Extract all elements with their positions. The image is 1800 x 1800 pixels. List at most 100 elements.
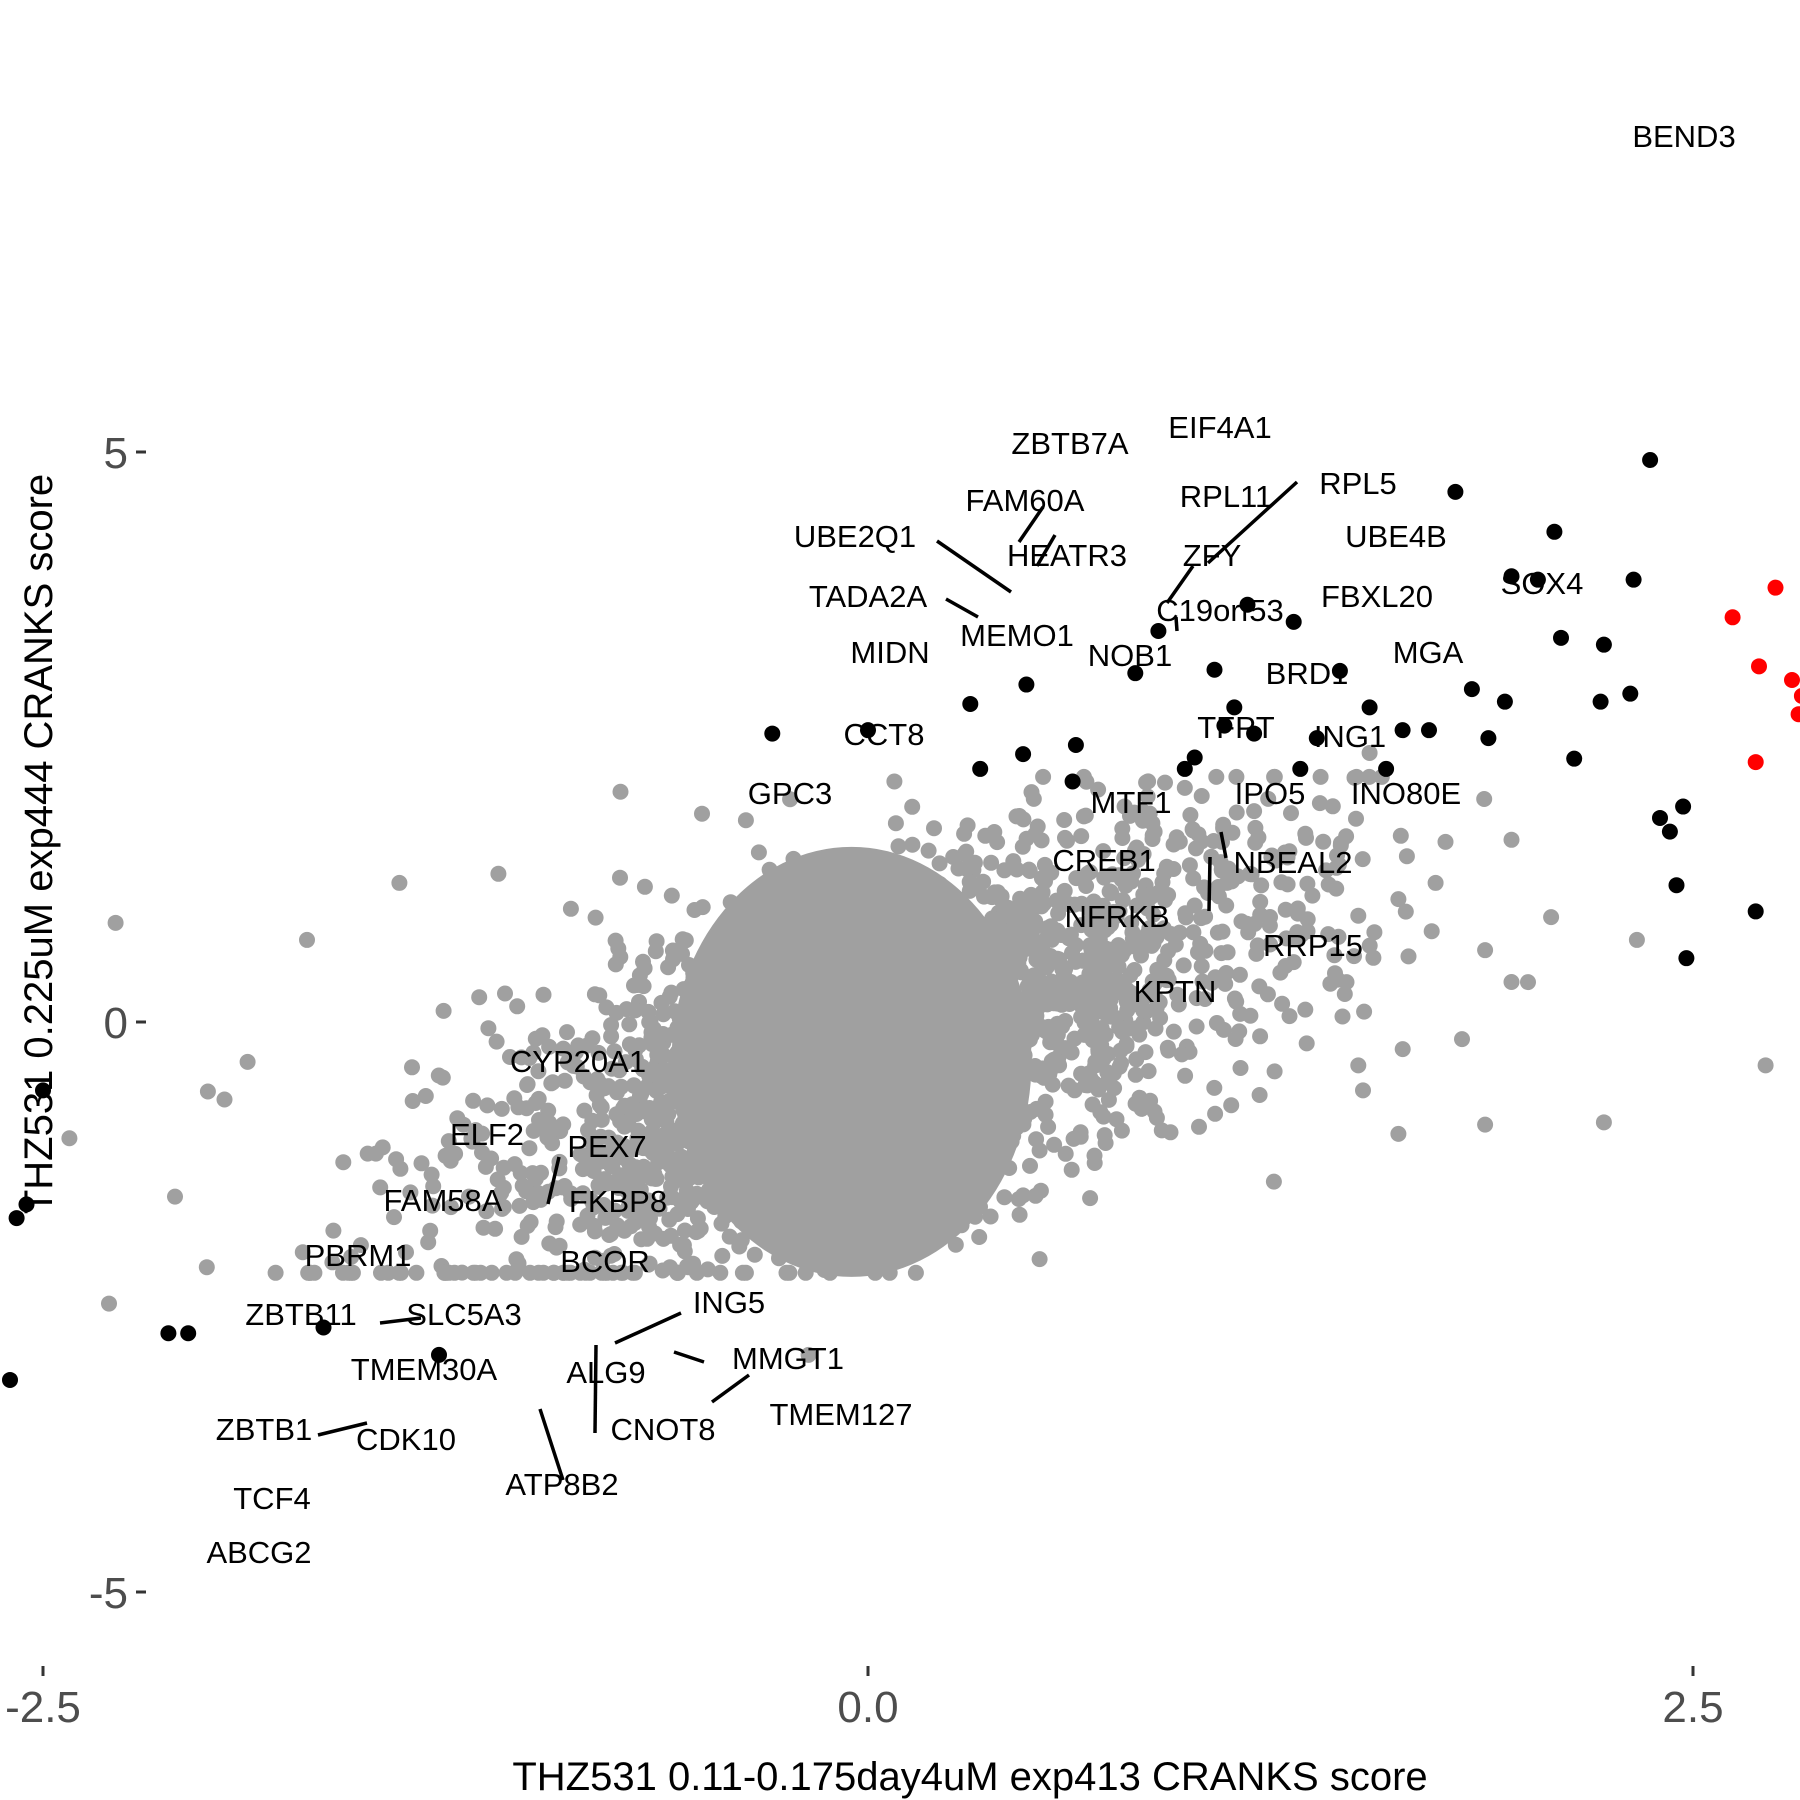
point-label-bend3: BEND3 (1632, 119, 1735, 154)
cloud-point (1014, 838, 1031, 855)
cloud-point (555, 1040, 572, 1057)
cloud-point (1031, 1142, 1048, 1159)
cloud-point (530, 1264, 547, 1281)
black-point-elf2 (18, 1196, 35, 1213)
gray-point (1454, 1031, 1470, 1048)
cloud-point (1299, 911, 1316, 928)
cloud-point (343, 1248, 360, 1265)
cloud-point (1093, 1020, 1110, 1036)
gray-point (107, 914, 124, 931)
gray-point (1595, 1114, 1612, 1131)
cloud-point (622, 1218, 639, 1235)
cloud-point (1027, 826, 1044, 843)
cloud-point (1251, 978, 1268, 995)
cloud-point (1011, 1206, 1028, 1223)
gray-point-cloud (167, 768, 1520, 1281)
cloud-point (1108, 1111, 1125, 1128)
cloud-point (1073, 828, 1090, 845)
cloud-point (1139, 900, 1156, 917)
cloud-point (1327, 965, 1343, 982)
cloud-point (750, 844, 767, 861)
cloud-point (1155, 920, 1172, 937)
cloud-point (690, 1222, 707, 1239)
cloud-point (1076, 1014, 1093, 1031)
cloud-point (641, 1255, 658, 1272)
black-point-nob1 (1331, 662, 1348, 679)
cloud-point (1096, 869, 1113, 886)
cloud-point (1140, 1063, 1157, 1080)
cloud-point (1165, 861, 1182, 877)
cloud-point (506, 1090, 523, 1107)
black-point (1308, 730, 1325, 747)
cloud-point (1147, 990, 1164, 1006)
black-point-heatr3 (1529, 571, 1546, 588)
cloud-point (1022, 1157, 1038, 1174)
cloud-point (1111, 1058, 1128, 1075)
cloud-point (1279, 876, 1296, 893)
point-label-kptn: KPTN (1134, 974, 1217, 1009)
cloud-point (1170, 996, 1187, 1013)
cloud-point (1095, 843, 1112, 860)
cloud-point (402, 1184, 419, 1201)
black-point (1226, 699, 1243, 716)
cloud-point (1128, 839, 1145, 856)
cloud-point (1274, 995, 1291, 1012)
point-label-tfpt: TFPT (1197, 710, 1275, 745)
cloud-point (1503, 974, 1520, 990)
black-point-mmgt1 (315, 1319, 332, 1336)
cloud-point (502, 1049, 518, 1065)
gray-point (1157, 774, 1173, 791)
black-point-c19orf53 (1553, 629, 1569, 646)
y-tick-label: 0 (104, 999, 128, 1048)
cloud-point (562, 900, 579, 917)
cloud-point (475, 1219, 492, 1236)
label-leader-line (593, 1344, 598, 1434)
cloud-point (449, 1110, 466, 1127)
cloud-point (359, 1145, 376, 1162)
cloud-point (324, 1254, 341, 1271)
cloud-point (1086, 1155, 1103, 1171)
cloud-core (671, 846, 1032, 1277)
x-tick-label: 2.5 (1662, 1683, 1723, 1732)
black-point-nbeal2 (1661, 823, 1678, 840)
cloud-point (1315, 833, 1332, 850)
cloud-point (495, 1199, 512, 1216)
point-label-mga: MGA (1393, 635, 1464, 670)
gray-point (299, 931, 315, 948)
black-point (764, 725, 781, 742)
cloud-point (1021, 863, 1038, 879)
cloud-point (1138, 1003, 1155, 1020)
cloud-point (1214, 862, 1230, 879)
point-labels: BEND3 EIF4A1 ZBTB7A RPL5 FAM60A RPL11 UBE2Q1 HE… (206, 119, 1735, 1570)
black-point (1064, 773, 1081, 790)
cloud-point (694, 805, 710, 822)
point-label-ipo5: IPO5 (1235, 776, 1306, 811)
cloud-point (1100, 1091, 1117, 1108)
cloud-point (513, 1049, 530, 1066)
cloud-point (608, 1004, 625, 1021)
cloud-point (1252, 893, 1269, 910)
cloud-point (1143, 937, 1160, 954)
black-point (1015, 746, 1032, 763)
cloud-point (1040, 1118, 1057, 1135)
cloud-point (1231, 1023, 1248, 1040)
cloud-point (1123, 873, 1140, 890)
cloud-point (1129, 939, 1146, 955)
cloud-point (352, 1237, 369, 1254)
cloud-point (1083, 921, 1100, 938)
gray-point (1031, 1251, 1048, 1268)
cloud-point (677, 932, 694, 949)
cloud-point (435, 1002, 452, 1019)
cloud-point (636, 960, 653, 977)
cloud-point (613, 1078, 630, 1095)
cloud-point (1122, 967, 1139, 984)
cloud-point (590, 1044, 607, 1061)
cloud-point (498, 1264, 515, 1281)
cloud-point (1193, 833, 1210, 850)
point-label-ing5: ING5 (693, 1285, 765, 1320)
cloud-point (975, 873, 992, 890)
point-label-heatr3: HEATR3 (1007, 538, 1127, 573)
cloud-point (576, 1102, 593, 1119)
black-point-nfrkb (1668, 877, 1685, 894)
cloud-point (1219, 874, 1236, 891)
